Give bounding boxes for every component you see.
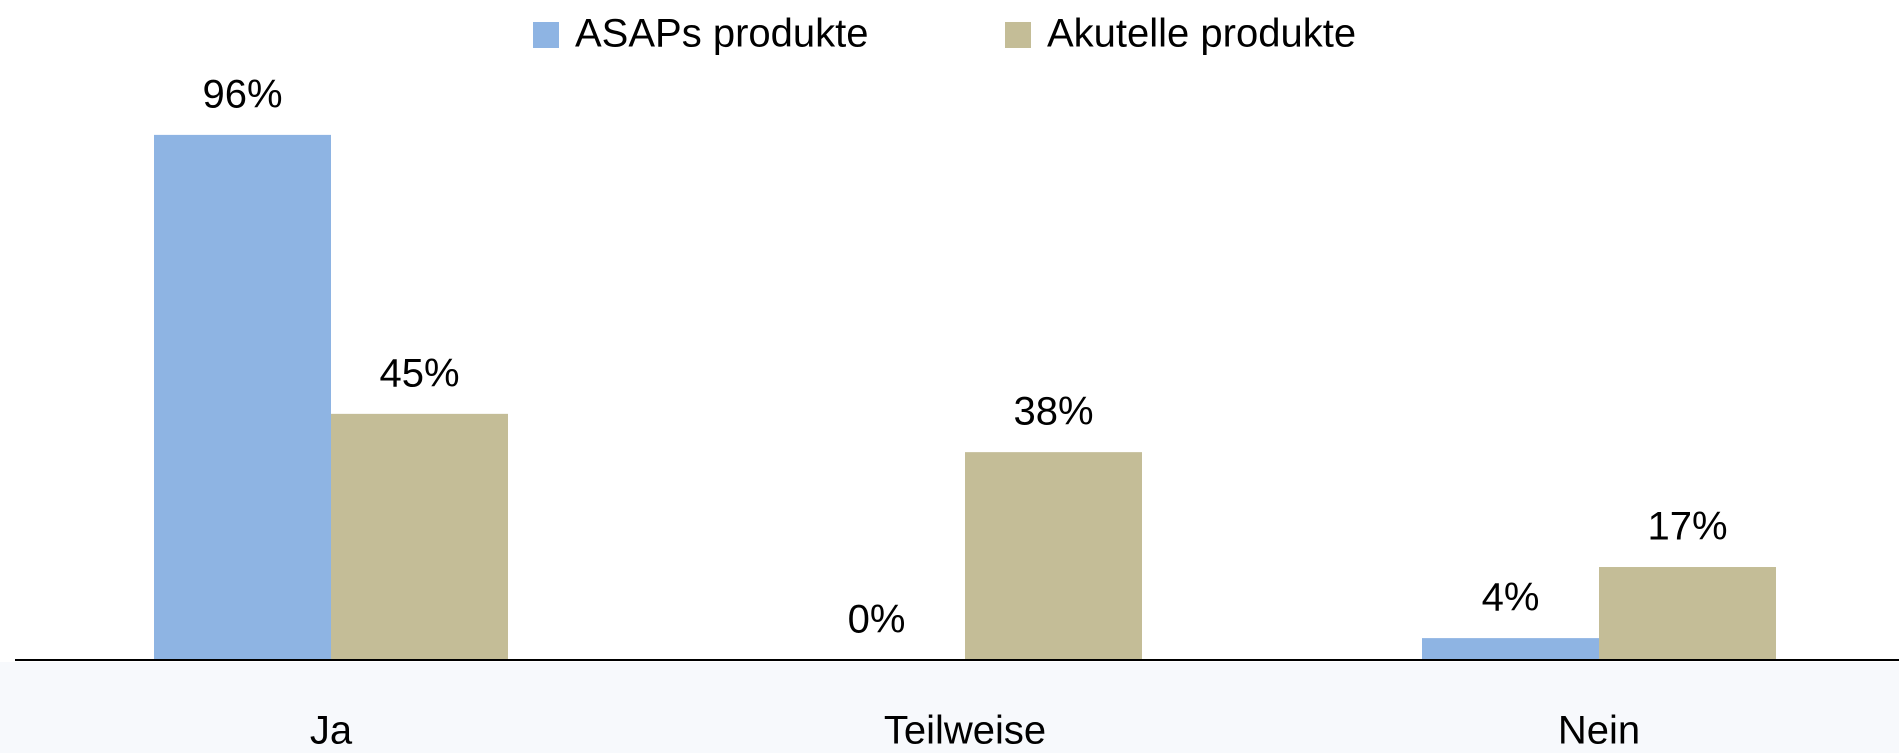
x-tick-label: Teilweise	[884, 709, 1046, 753]
bar	[331, 413, 508, 660]
bar	[965, 452, 1142, 660]
data-label: 17%	[1647, 505, 1727, 549]
x-tick-label: Ja	[310, 709, 353, 753]
bar	[1599, 567, 1776, 660]
bar	[1422, 638, 1599, 660]
data-label: 4%	[1482, 576, 1540, 620]
data-label: 45%	[379, 351, 459, 395]
plot-footer-background	[0, 662, 1899, 753]
legend-swatch	[1005, 22, 1031, 48]
x-tick-label: Nein	[1558, 709, 1640, 753]
bar	[154, 134, 331, 660]
legend-label: ASAPs produkte	[575, 12, 869, 56]
legend-swatch	[533, 22, 559, 48]
data-label: 0%	[848, 598, 906, 642]
data-label: 96%	[202, 72, 282, 116]
data-label: 38%	[1013, 390, 1093, 434]
legend-label: Akutelle produkte	[1047, 12, 1356, 56]
